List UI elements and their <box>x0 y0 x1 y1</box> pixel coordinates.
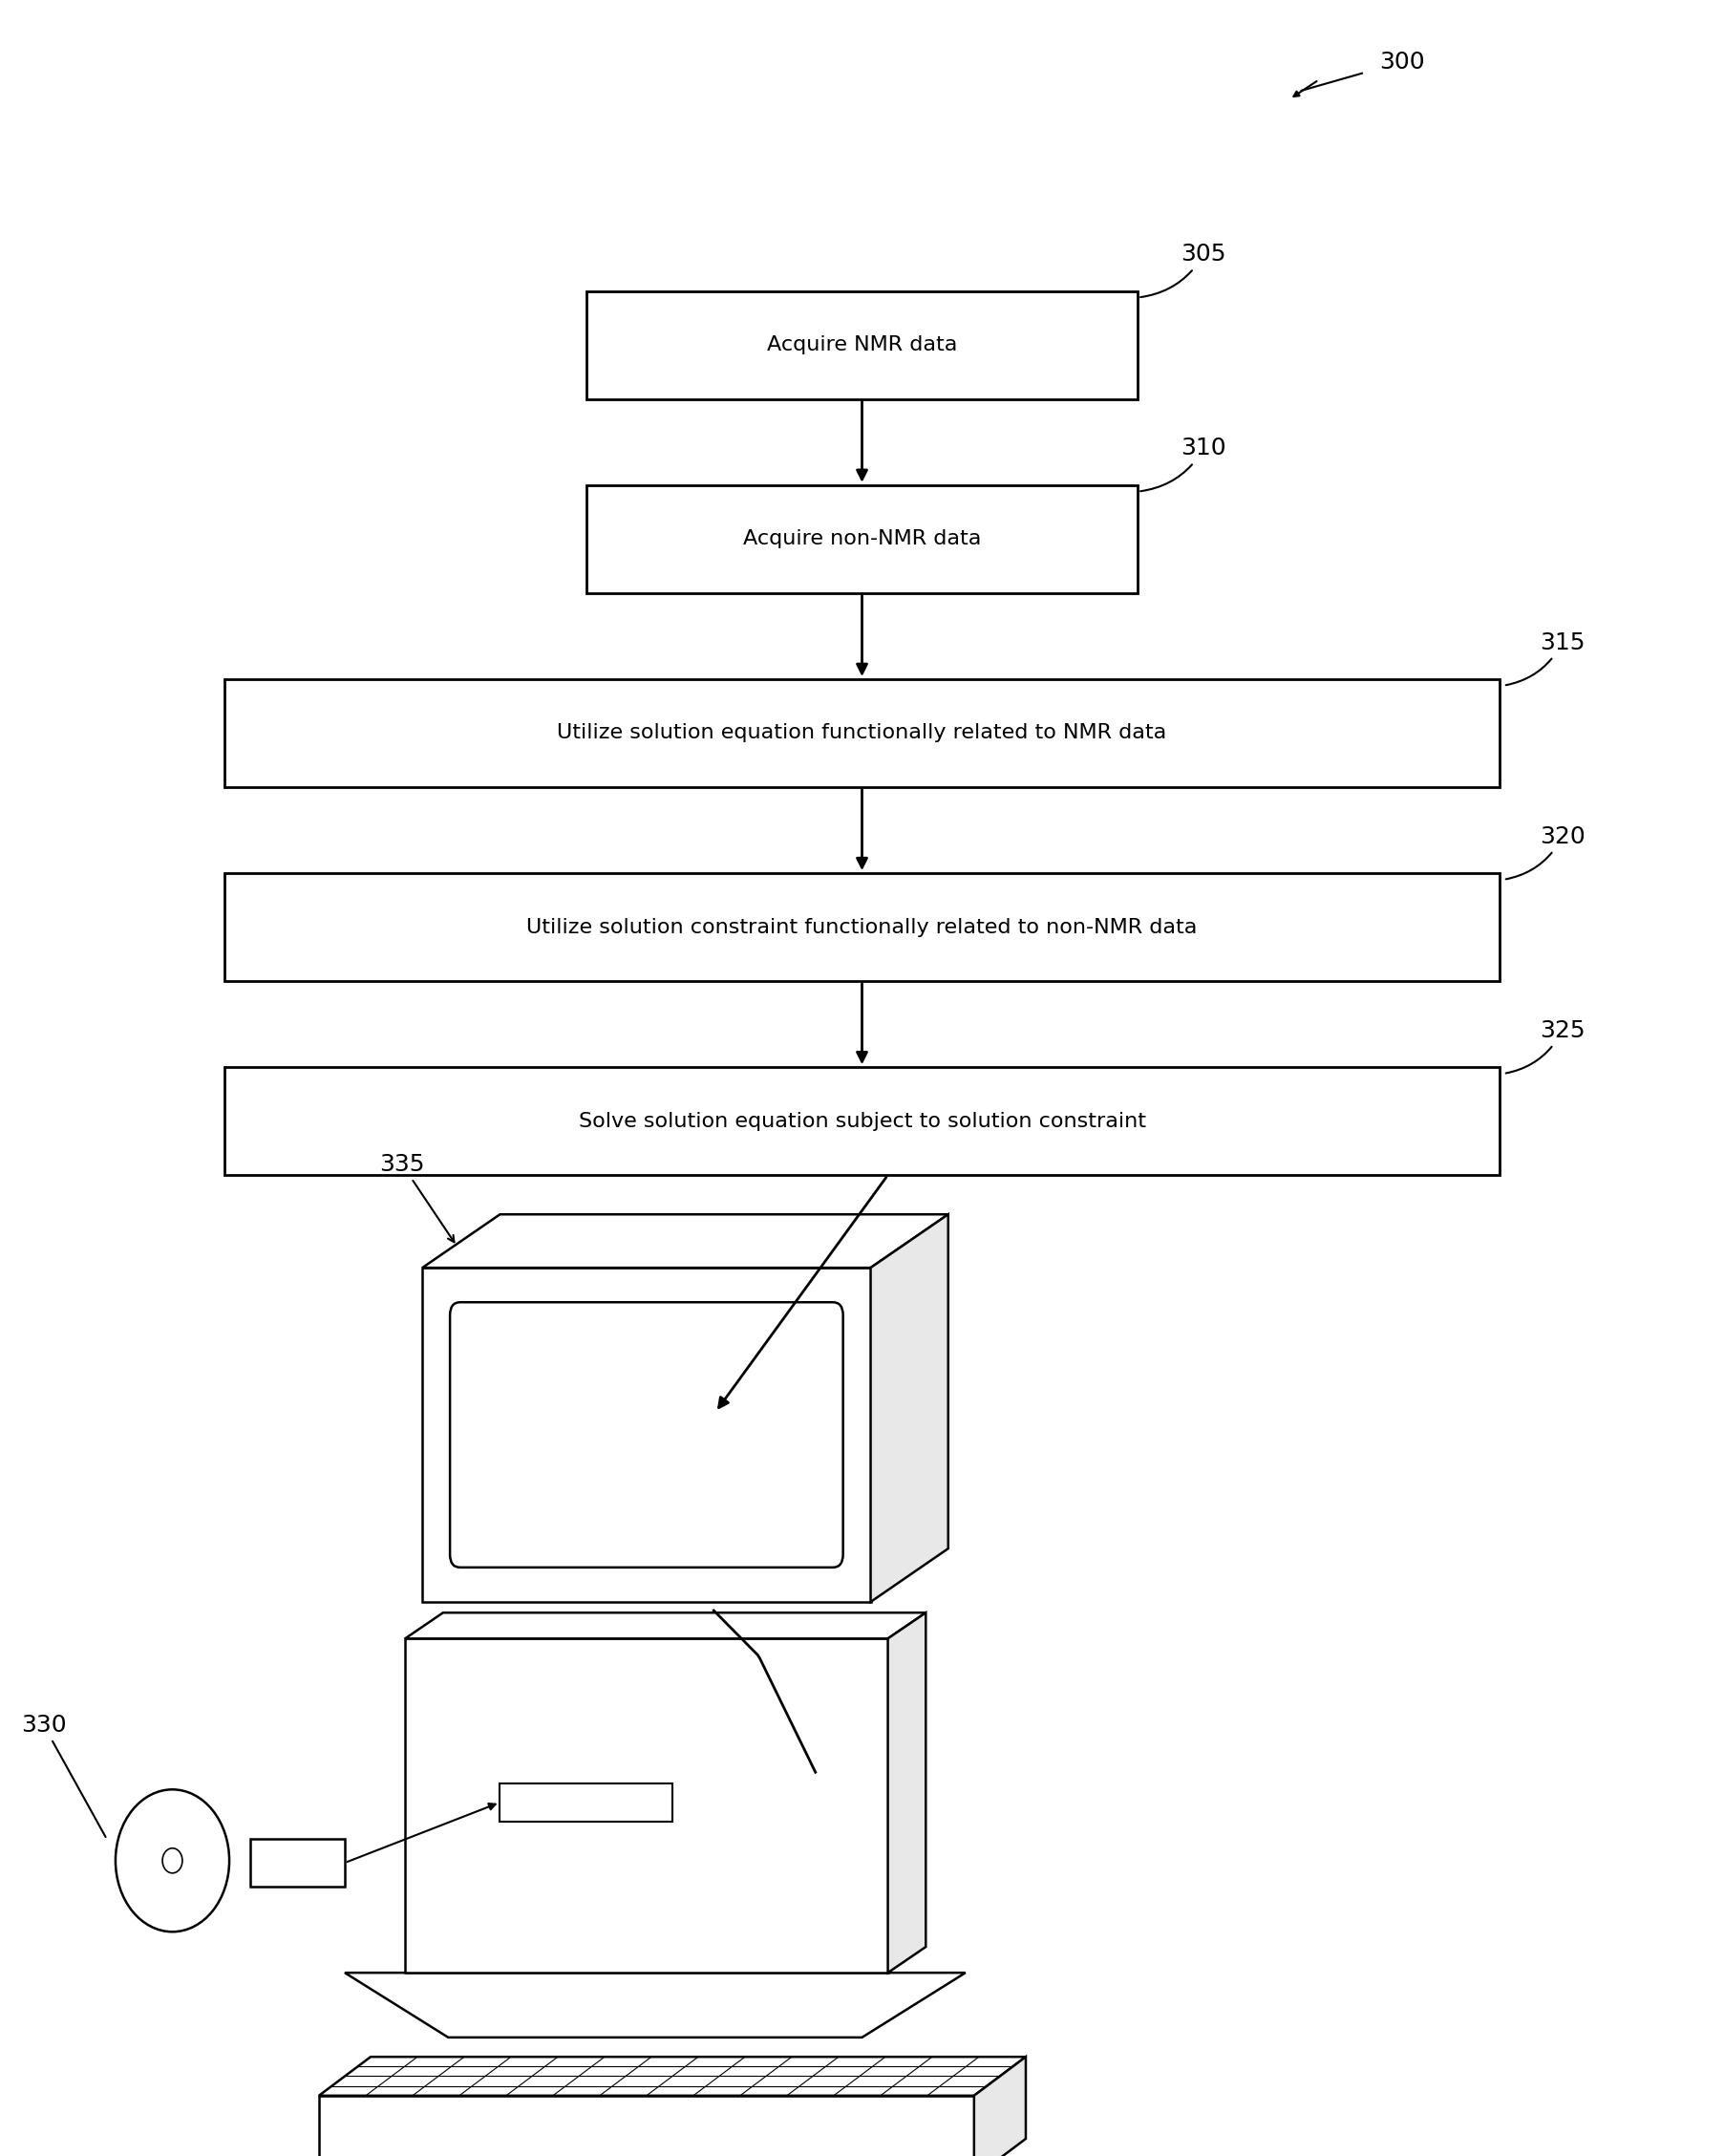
Bar <box>224 679 1500 787</box>
FancyBboxPatch shape <box>450 1302 843 1567</box>
Polygon shape <box>422 1214 948 1268</box>
Text: 320: 320 <box>1507 826 1584 880</box>
Polygon shape <box>888 1613 926 1973</box>
Text: 330: 330 <box>21 1714 105 1837</box>
Ellipse shape <box>116 1789 229 1932</box>
Polygon shape <box>871 1214 948 1602</box>
Text: 315: 315 <box>1507 632 1584 686</box>
Polygon shape <box>319 2057 1026 2096</box>
Ellipse shape <box>162 1848 183 1874</box>
Text: 305: 305 <box>1141 244 1226 298</box>
Bar <box>500 1783 672 1822</box>
Polygon shape <box>405 1613 926 1639</box>
Text: 335: 335 <box>379 1153 453 1242</box>
Polygon shape <box>405 1639 888 1973</box>
Text: Acquire NMR data: Acquire NMR data <box>767 336 957 354</box>
Text: 325: 325 <box>1507 1020 1584 1074</box>
Text: 300: 300 <box>1379 52 1424 73</box>
Text: Acquire non-NMR data: Acquire non-NMR data <box>743 530 981 548</box>
Polygon shape <box>345 1973 965 2037</box>
Text: 310: 310 <box>1141 438 1226 492</box>
Bar <box>250 1839 345 1886</box>
Polygon shape <box>422 1268 871 1602</box>
Text: Utilize solution equation functionally related to NMR data: Utilize solution equation functionally r… <box>557 724 1167 742</box>
Bar <box>224 873 1500 981</box>
Polygon shape <box>319 2096 974 2156</box>
Polygon shape <box>974 2057 1026 2156</box>
Text: Utilize solution constraint functionally related to non-NMR data: Utilize solution constraint functionally… <box>526 918 1198 936</box>
Text: Solve solution equation subject to solution constraint: Solve solution equation subject to solut… <box>578 1112 1146 1130</box>
Bar <box>586 291 1138 399</box>
Bar <box>224 1067 1500 1175</box>
Bar <box>586 485 1138 593</box>
